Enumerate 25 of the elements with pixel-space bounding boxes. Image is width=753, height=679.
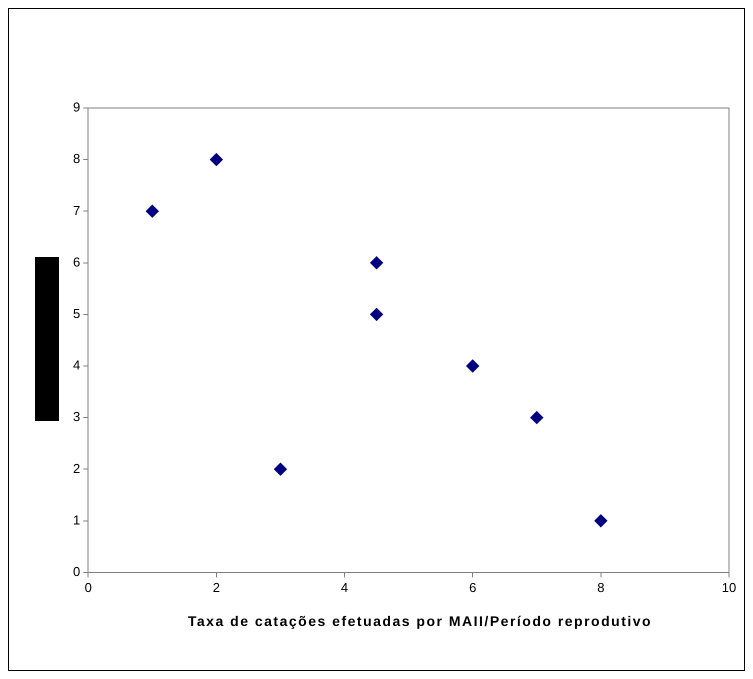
point xyxy=(210,153,223,166)
y-tick-label: 9 xyxy=(72,100,80,115)
point xyxy=(274,462,287,476)
x-tick-label: 2 xyxy=(212,580,220,595)
y-tick-label: 4 xyxy=(72,358,80,373)
y-tick-label: 5 xyxy=(72,306,80,321)
x-tick-label: 4 xyxy=(340,580,348,595)
x-axis-title: Taxa de catações efetuadas por MAII/Período reprodutivo xyxy=(186,612,654,631)
y-tick-label: 7 xyxy=(72,202,80,218)
point xyxy=(370,308,384,321)
point xyxy=(594,514,608,528)
y-tick-label: 3 xyxy=(72,409,80,424)
point xyxy=(370,256,384,270)
y-tick-label: 6 xyxy=(72,254,80,270)
point xyxy=(466,360,480,372)
y-tick-label: 8 xyxy=(72,151,80,166)
point xyxy=(146,204,159,218)
x-tick-label: 6 xyxy=(469,580,476,595)
x-tick-label: 0 xyxy=(84,580,92,595)
point xyxy=(530,411,544,424)
x-tick-label: 8 xyxy=(597,580,604,595)
y-tick-label: 2 xyxy=(72,460,80,476)
x-tick-label: 10 xyxy=(722,580,736,595)
y-tick-label: 1 xyxy=(72,512,80,528)
y-tick-label: 0 xyxy=(72,564,80,579)
